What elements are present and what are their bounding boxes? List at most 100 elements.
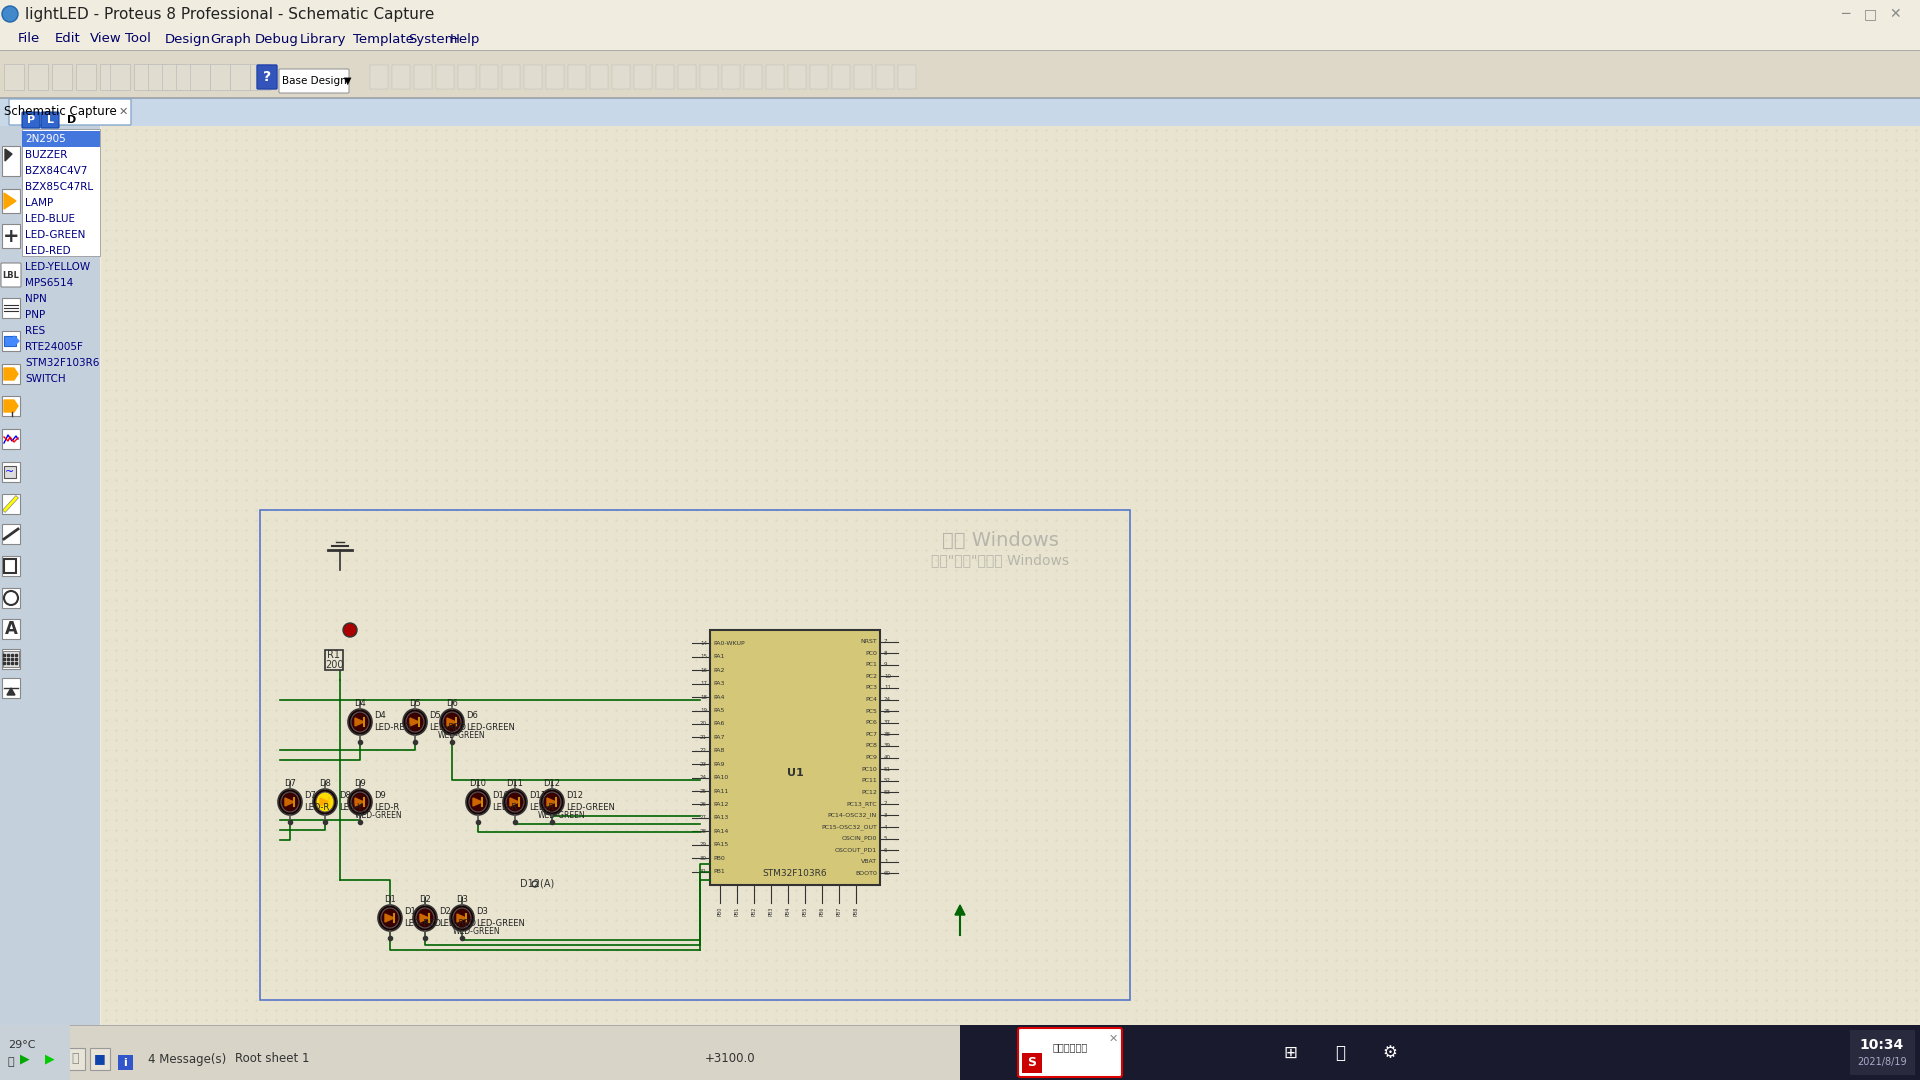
Text: D4: D4 bbox=[374, 712, 386, 720]
Polygon shape bbox=[4, 368, 17, 380]
Bar bbox=[2, 364, 19, 384]
Text: RES: RES bbox=[25, 326, 46, 336]
Bar bbox=[209, 64, 230, 90]
Text: PC13_RTC: PC13_RTC bbox=[847, 801, 877, 807]
Text: D: D bbox=[67, 114, 77, 125]
Text: PA12: PA12 bbox=[712, 802, 728, 807]
Text: PC5: PC5 bbox=[866, 708, 877, 714]
Polygon shape bbox=[411, 718, 419, 726]
Text: D11: D11 bbox=[530, 792, 545, 800]
Text: PB0: PB0 bbox=[718, 907, 722, 916]
Text: Graph: Graph bbox=[209, 32, 252, 45]
Bar bbox=[2, 524, 19, 544]
Text: 30: 30 bbox=[701, 855, 707, 861]
Bar bbox=[2, 330, 19, 351]
Text: ▶: ▶ bbox=[46, 1053, 56, 1066]
Text: S: S bbox=[1027, 1056, 1037, 1069]
Ellipse shape bbox=[453, 908, 470, 928]
Text: Base Design: Base Design bbox=[282, 76, 346, 86]
Text: 23: 23 bbox=[701, 761, 707, 767]
Polygon shape bbox=[355, 718, 365, 726]
Text: 7: 7 bbox=[883, 639, 887, 644]
Text: 2N2905: 2N2905 bbox=[25, 134, 65, 144]
Text: RTE24005F: RTE24005F bbox=[25, 342, 83, 352]
Text: D6: D6 bbox=[467, 712, 478, 720]
Text: File: File bbox=[17, 32, 40, 45]
Text: +: + bbox=[2, 227, 19, 245]
Text: ✕: ✕ bbox=[119, 107, 129, 117]
Text: 5: 5 bbox=[883, 836, 887, 841]
Text: ▼: ▼ bbox=[344, 76, 351, 86]
FancyBboxPatch shape bbox=[21, 112, 40, 129]
Text: PC15-OSC32_OUT: PC15-OSC32_OUT bbox=[822, 824, 877, 829]
Bar bbox=[2, 189, 19, 213]
Text: 16: 16 bbox=[701, 667, 707, 673]
Text: 52: 52 bbox=[883, 779, 891, 783]
Bar bbox=[589, 65, 609, 89]
Ellipse shape bbox=[313, 789, 338, 815]
Text: Edit: Edit bbox=[56, 32, 81, 45]
Polygon shape bbox=[447, 718, 457, 726]
Text: 15: 15 bbox=[701, 654, 707, 660]
Text: LED-GREEN: LED-GREEN bbox=[467, 724, 515, 732]
Text: VBAT: VBAT bbox=[860, 860, 877, 864]
Polygon shape bbox=[511, 798, 518, 806]
Text: PC2: PC2 bbox=[866, 674, 877, 679]
Polygon shape bbox=[6, 149, 12, 161]
Text: ~: ~ bbox=[6, 467, 15, 477]
Bar bbox=[40, 1048, 60, 1070]
Text: D12: D12 bbox=[543, 779, 561, 788]
Text: PA14: PA14 bbox=[712, 828, 728, 834]
Text: LED-YELLOW: LED-YELLOW bbox=[25, 262, 90, 272]
Bar bbox=[117, 1055, 132, 1070]
Bar bbox=[392, 65, 411, 89]
Text: D3: D3 bbox=[457, 895, 468, 904]
Text: ?: ? bbox=[263, 70, 271, 84]
Bar bbox=[77, 64, 96, 90]
Text: 9: 9 bbox=[883, 662, 887, 667]
Text: Template: Template bbox=[353, 32, 415, 45]
Text: 21: 21 bbox=[701, 734, 707, 740]
Text: PA1: PA1 bbox=[712, 654, 724, 660]
Text: LED-GREEN: LED-GREEN bbox=[566, 804, 614, 812]
Text: ✕: ✕ bbox=[1889, 6, 1901, 21]
Text: D10: D10 bbox=[470, 779, 486, 788]
Text: PB5: PB5 bbox=[803, 907, 808, 916]
Bar bbox=[4, 336, 15, 346]
Text: 4: 4 bbox=[883, 824, 887, 829]
Bar bbox=[678, 65, 695, 89]
Text: BZX84C4V7: BZX84C4V7 bbox=[25, 166, 88, 176]
Bar bbox=[2, 396, 19, 416]
Bar bbox=[1021, 1053, 1043, 1074]
Text: D5: D5 bbox=[428, 712, 442, 720]
Bar bbox=[524, 65, 541, 89]
Text: PA2: PA2 bbox=[712, 667, 724, 673]
Bar bbox=[2, 588, 19, 608]
Polygon shape bbox=[4, 193, 15, 210]
Text: D2: D2 bbox=[440, 907, 451, 917]
Text: 20: 20 bbox=[701, 721, 707, 727]
Text: PA9: PA9 bbox=[712, 761, 724, 767]
Text: 2: 2 bbox=[883, 801, 887, 807]
Bar bbox=[745, 65, 762, 89]
Bar bbox=[4, 559, 15, 573]
Bar bbox=[710, 630, 879, 885]
Text: SWITCH: SWITCH bbox=[25, 374, 65, 384]
Bar bbox=[52, 64, 73, 90]
Text: i: i bbox=[123, 1058, 127, 1068]
Text: 25: 25 bbox=[701, 788, 707, 794]
Text: PNP: PNP bbox=[25, 310, 46, 320]
Text: D8: D8 bbox=[319, 779, 330, 788]
Ellipse shape bbox=[378, 905, 401, 931]
Text: ▶: ▶ bbox=[21, 1053, 31, 1066]
Bar bbox=[459, 65, 476, 89]
Bar bbox=[722, 65, 739, 89]
Bar bbox=[4, 64, 23, 90]
Text: PA6: PA6 bbox=[712, 721, 724, 727]
Text: BUZZER: BUZZER bbox=[25, 150, 67, 160]
Text: LED-GREEN: LED-GREEN bbox=[476, 919, 524, 929]
Text: □: □ bbox=[1864, 6, 1876, 21]
Polygon shape bbox=[954, 905, 966, 915]
Text: PC0: PC0 bbox=[866, 650, 877, 656]
Polygon shape bbox=[457, 914, 467, 922]
